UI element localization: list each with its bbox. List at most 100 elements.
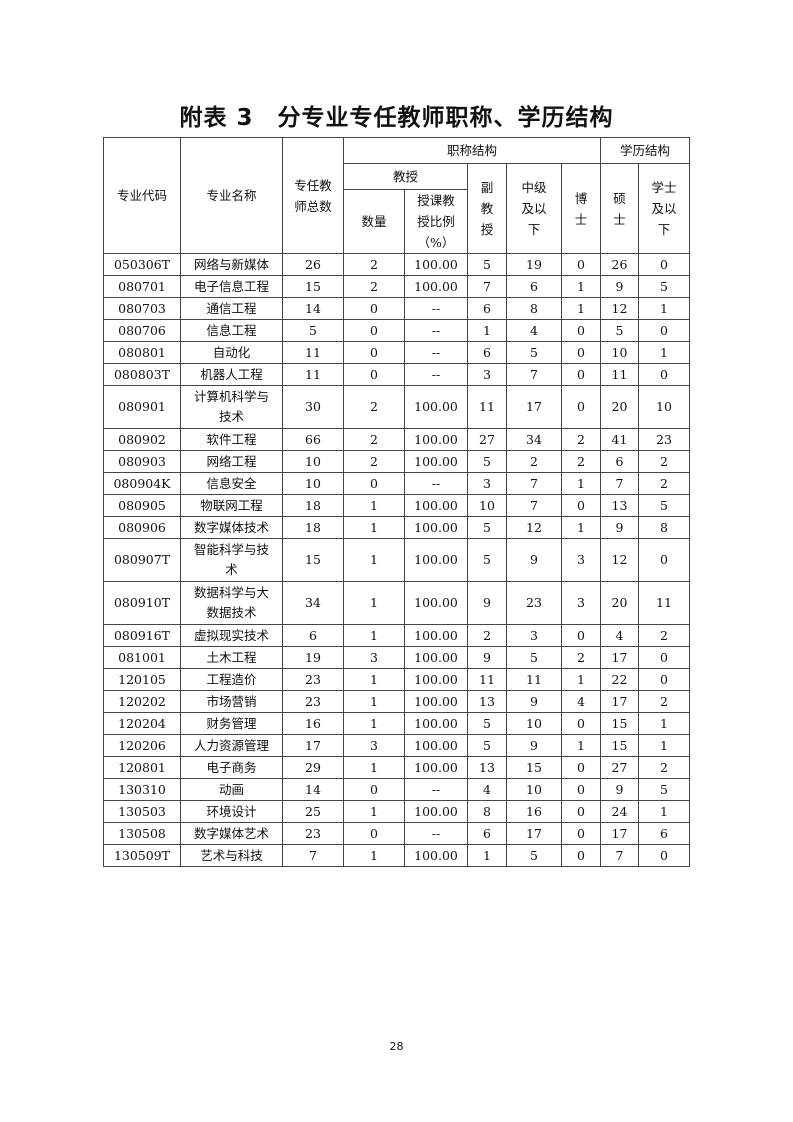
cell-master: 20 [600,385,639,429]
cell-mid: 9 [506,538,562,582]
cell-total: 66 [282,428,344,451]
table-row: 080703 通信工程 14 0 -- 6 8 1 12 1 [103,297,690,320]
cell-total: 29 [282,756,344,779]
cell-master: 9 [600,516,639,539]
cell-name: 市场营销 [180,690,283,713]
cell-bachelor: 11 [638,581,690,625]
cell-total: 15 [282,275,344,298]
cell-mid: 17 [506,822,562,845]
cell-prof-ratio: -- [404,319,468,342]
cell-prof-count: 0 [343,319,405,342]
cell-phd: 1 [561,275,601,298]
cell-prof-ratio: -- [404,363,468,386]
cell-code: 050306T [103,253,181,276]
cell-name: 网络与新媒体 [180,253,283,276]
cell-total: 16 [282,712,344,735]
cell-name: 软件工程 [180,428,283,451]
cell-assoc: 8 [467,800,507,823]
header-code: 专业代码 [103,137,181,254]
cell-name: 数据科学与大数据技术 [180,581,283,625]
cell-bachelor: 5 [638,494,690,517]
cell-phd: 1 [561,516,601,539]
cell-prof-ratio: 100.00 [404,624,468,647]
header-title-group: 职称结构 [343,137,601,164]
cell-assoc: 5 [467,734,507,757]
cell-name: 人力资源管理 [180,734,283,757]
cell-name: 智能科学与技术 [180,538,283,582]
cell-name: 数字媒体艺术 [180,822,283,845]
cell-code: 080903 [103,450,181,473]
cell-prof-ratio: 100.00 [404,800,468,823]
cell-assoc: 5 [467,538,507,582]
cell-mid: 5 [506,646,562,669]
cell-total: 34 [282,581,344,625]
cell-assoc: 5 [467,712,507,735]
table-row: 080701 电子信息工程 15 2 100.00 7 6 1 9 5 [103,275,690,298]
cell-master: 4 [600,624,639,647]
cell-code: 080916T [103,624,181,647]
header-phd: 博士 [561,163,601,254]
header-total-text: 专任教师总数 [294,177,332,214]
cell-prof-count: 0 [343,472,405,495]
cell-assoc: 3 [467,472,507,495]
cell-bachelor: 1 [638,800,690,823]
cell-master: 12 [600,538,639,582]
cell-name: 电子信息工程 [180,275,283,298]
cell-name: 环境设计 [180,800,283,823]
cell-bachelor: 2 [638,690,690,713]
cell-master: 7 [600,472,639,495]
cell-prof-count: 0 [343,822,405,845]
header-prof-ratio-text: 授课教授比例（%） [417,193,455,250]
cell-code: 080904K [103,472,181,495]
header-phd-text: 博士 [574,190,588,227]
cell-code: 080801 [103,341,181,364]
faculty-structure-table: 专业代码 专业名称 专任教师总数 职称结构 学历结构 教授 副教授 中级及以下 … [103,137,690,867]
cell-code: 120206 [103,734,181,757]
cell-phd: 0 [561,756,601,779]
cell-prof-count: 1 [343,494,405,517]
cell-phd: 2 [561,450,601,473]
cell-prof-ratio: 100.00 [404,756,468,779]
cell-code: 120105 [103,668,181,691]
header-edu-group: 学历结构 [600,137,690,164]
table-row: 130509T 艺术与科技 7 1 100.00 1 5 0 7 0 [103,844,690,867]
cell-mid: 3 [506,624,562,647]
cell-code: 080703 [103,297,181,320]
cell-master: 41 [600,428,639,451]
cell-name: 艺术与科技 [180,844,283,867]
cell-code: 130310 [103,778,181,801]
cell-phd: 0 [561,800,601,823]
cell-master: 27 [600,756,639,779]
cell-mid: 8 [506,297,562,320]
cell-name: 土木工程 [180,646,283,669]
cell-prof-count: 1 [343,844,405,867]
cell-prof-count: 2 [343,428,405,451]
cell-master: 9 [600,778,639,801]
cell-master: 6 [600,450,639,473]
cell-prof-ratio: -- [404,297,468,320]
cell-prof-count: 3 [343,646,405,669]
header-assoc-text: 副教授 [480,180,494,237]
cell-code: 080803T [103,363,181,386]
cell-code: 130509T [103,844,181,867]
cell-phd: 0 [561,253,601,276]
cell-code: 080907T [103,538,181,582]
cell-bachelor: 0 [638,646,690,669]
cell-name: 通信工程 [180,297,283,320]
cell-phd: 0 [561,624,601,647]
cell-prof-count: 0 [343,363,405,386]
cell-bachelor: 1 [638,297,690,320]
cell-master: 20 [600,581,639,625]
cell-mid: 4 [506,319,562,342]
cell-mid: 34 [506,428,562,451]
cell-assoc: 11 [467,385,507,429]
cell-assoc: 10 [467,494,507,517]
cell-prof-ratio: 100.00 [404,844,468,867]
header-master: 硕士 [600,163,639,254]
cell-code: 080901 [103,385,181,429]
cell-mid: 5 [506,341,562,364]
table-row: 081001 土木工程 19 3 100.00 9 5 2 17 0 [103,646,690,669]
cell-bachelor: 5 [638,778,690,801]
cell-code: 080706 [103,319,181,342]
cell-name: 信息安全 [180,472,283,495]
